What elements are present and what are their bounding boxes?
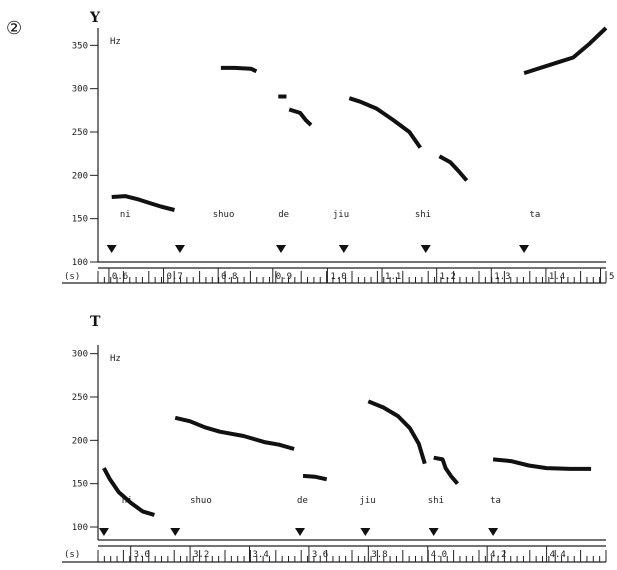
f0-trace — [220, 65, 258, 74]
syllable-boundary-marker — [360, 528, 371, 536]
x-tick-label: 4.2 — [490, 550, 506, 560]
f0-trace — [348, 96, 422, 149]
x-tick-label: 3.0 — [134, 550, 150, 560]
x-tick-label: 0.8 — [221, 272, 237, 282]
syllable-boundary-marker — [519, 245, 530, 253]
f0-trace — [102, 467, 155, 517]
x-tick-label: 1.1 — [385, 272, 401, 282]
f0-trace — [492, 457, 592, 471]
syllable-boundary-marker — [275, 245, 286, 253]
x-tick-label: 4.4 — [550, 550, 566, 560]
y-tick-label: 350 — [72, 41, 88, 51]
syllable-label: de — [278, 210, 289, 220]
syllable-boundary-marker — [338, 245, 349, 253]
syllable-label: ni — [120, 210, 131, 220]
syllable-boundary-marker — [98, 528, 109, 536]
panel-y: Y Hz 350 300 250 200 150 100 (s) 0.6 0.7 0.8 0.9 1.0 1… — [62, 10, 615, 284]
time-unit-label: (s) — [64, 272, 80, 282]
f0-trace — [288, 107, 313, 127]
panel-label: Y — [89, 10, 101, 26]
x-tick-label: 0.7 — [167, 272, 183, 282]
unit-label: Hz — [110, 354, 121, 364]
syllable-boundary-marker — [488, 528, 499, 536]
y-tick-label: 300 — [72, 85, 88, 95]
f0-trace — [174, 415, 295, 451]
syllable-boundary-marker — [420, 245, 431, 253]
syllable-boundary-marker — [174, 245, 185, 253]
f0-trace — [367, 399, 427, 465]
figure-number: ② — [6, 18, 22, 39]
f0-trace — [523, 26, 608, 76]
f0-trace — [302, 473, 328, 482]
syllable-label: shi — [428, 496, 444, 506]
syllable-label: de — [297, 496, 308, 506]
syllable-label: jiu — [359, 496, 375, 506]
f0-trace — [111, 194, 175, 212]
x-tick-label: 1.2 — [440, 272, 456, 282]
syllable-boundary-marker — [295, 528, 306, 536]
x-tick-label: 3.4 — [253, 550, 269, 560]
x-tick-label: 3.8 — [371, 550, 387, 560]
panel-t: T Hz 300 250 200 150 100 (s) 3.0 3.2 3.4 3.6 3.8 4.0 4… — [62, 314, 607, 563]
syllable-label: shuo — [213, 210, 235, 220]
syllable-label: shi — [415, 210, 431, 220]
y-tick-label: 150 — [72, 480, 88, 490]
x-tick-label: 3.6 — [312, 550, 328, 560]
syllable-boundary-marker — [428, 528, 439, 536]
x-tick-label: 3.2 — [193, 550, 209, 560]
syllable-boundary-marker — [170, 528, 181, 536]
y-tick-label: 250 — [72, 393, 88, 403]
y-tick-label: 150 — [72, 215, 88, 225]
y-tick-label: 250 — [72, 128, 88, 138]
syllable-label: shuo — [190, 496, 212, 506]
syllable-label: jiu — [333, 210, 349, 220]
x-tick-label: 4.0 — [431, 550, 447, 560]
x-tick-label: 1.0 — [330, 272, 346, 282]
f0-trace — [438, 154, 469, 182]
y-tick-label: 200 — [72, 436, 88, 446]
x-tick-label: 1.4 — [549, 272, 565, 282]
x-tick-label: 0.9 — [276, 272, 292, 282]
y-tick-label: 200 — [72, 171, 88, 181]
unit-label: Hz — [110, 37, 121, 47]
x-tick-label: .5 — [604, 272, 615, 282]
syllable-label: ta — [490, 496, 501, 506]
time-unit-label: (s) — [64, 550, 80, 560]
y-tick-label: 100 — [72, 258, 88, 268]
y-tick-label: 100 — [72, 523, 88, 533]
syllable-label: ta — [530, 210, 541, 220]
syllable-boundary-marker — [106, 245, 117, 253]
x-tick-label: 1.3 — [494, 272, 510, 282]
panel-label: T — [90, 314, 101, 330]
x-tick-label: 0.6 — [112, 272, 128, 282]
y-tick-label: 300 — [72, 350, 88, 360]
f0-trace — [433, 455, 460, 486]
